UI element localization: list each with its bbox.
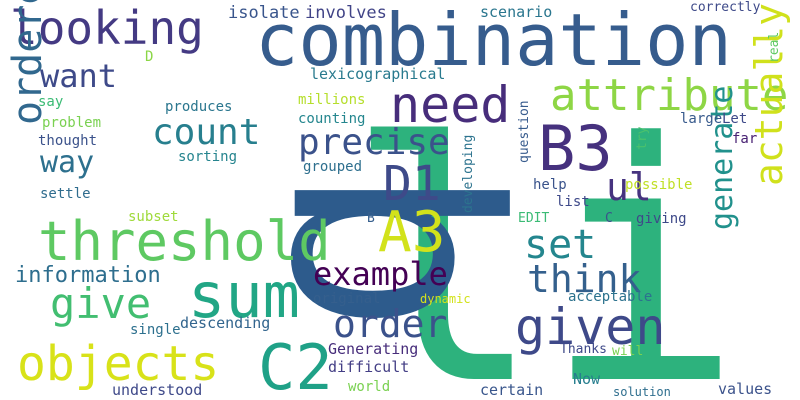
cloud-word: say <box>38 94 64 110</box>
cloud-word: combination <box>255 0 732 82</box>
cloud-word: real <box>767 31 782 63</box>
cloud-word: correctly <box>690 0 761 15</box>
cloud-word: descending <box>180 314 271 332</box>
cloud-word: Thanks <box>560 342 607 357</box>
cloud-word: B3 <box>538 112 613 185</box>
cloud-word: EDIT <box>518 211 550 226</box>
cloud-word: example <box>313 255 448 293</box>
cloud-word: looking <box>10 1 204 55</box>
cloud-word: C2 <box>258 331 333 400</box>
cloud-word: try <box>635 126 650 150</box>
cloud-word: counting <box>298 111 366 127</box>
cloud-word: li <box>345 73 743 400</box>
cloud-word: understood <box>112 381 203 399</box>
cloud-word: will <box>612 344 644 359</box>
cloud-word: count <box>152 112 261 153</box>
cloud-word: question <box>517 100 532 163</box>
cloud-word: possible <box>625 177 693 193</box>
cloud-word: difficult <box>328 358 410 376</box>
cloud-word: ul <box>606 165 652 209</box>
cloud-word: objects <box>17 336 220 392</box>
cloud-word: subset <box>128 209 179 225</box>
cloud-word: given <box>515 298 666 356</box>
cloud-word: developing <box>461 134 476 213</box>
cloud-word: need <box>390 76 511 134</box>
cloud-word: generate <box>705 85 740 231</box>
cloud-word: scenario <box>480 3 553 21</box>
cloud-word: threshold <box>38 210 331 273</box>
cloud-word: list <box>556 194 590 210</box>
cloud-word: world <box>348 379 391 395</box>
cloud-word: original <box>313 291 381 307</box>
cloud-word: thought <box>38 133 98 149</box>
cloud-word: solution <box>613 385 671 399</box>
cloud-word: acceptable <box>568 289 653 305</box>
cloud-word: order <box>333 302 448 346</box>
cloud-word: information <box>15 263 161 288</box>
cloud-word: Let <box>722 111 748 127</box>
cloud-word: C <box>605 211 613 226</box>
cloud-word: B <box>367 211 375 226</box>
cloud-word: large <box>680 111 723 127</box>
cloud-word: attribute <box>550 70 789 121</box>
cloud-word: problem <box>42 115 102 131</box>
cloud-word: set <box>524 222 597 268</box>
cloud-word: lexicographical <box>310 65 446 83</box>
cloud-word: precise <box>298 122 450 163</box>
cloud-word: help <box>533 177 567 193</box>
cloud-word: settle <box>40 186 91 202</box>
cloud-word: isolate <box>228 3 300 23</box>
cloud-word: Generating <box>328 340 419 358</box>
cloud-word: sum <box>188 259 300 332</box>
cloud-word: D <box>145 49 154 65</box>
cloud-word: want <box>40 57 118 95</box>
cloud-word: millions <box>298 92 366 108</box>
cloud-word: far <box>732 131 758 147</box>
cloud-word: certain <box>480 381 544 399</box>
cloud-word: involves <box>305 3 387 23</box>
cloud-word: single <box>130 322 181 338</box>
cloud-word: grouped <box>303 159 363 175</box>
cloud-word: giving <box>636 211 687 227</box>
cloud-word: give <box>50 279 152 328</box>
cloud-word: sorting <box>178 149 238 165</box>
cloud-word: actually <box>747 2 791 186</box>
cloud-word: way <box>40 145 95 180</box>
cloud-word: dynamic <box>420 292 471 306</box>
cloud-word: Now <box>573 370 601 388</box>
cloud-word: produces <box>165 99 233 115</box>
cloud-word: A3 <box>378 200 446 265</box>
cloud-word: values <box>718 380 773 398</box>
cloud-word: D1 <box>383 156 441 212</box>
cloud-word: think <box>527 257 642 301</box>
